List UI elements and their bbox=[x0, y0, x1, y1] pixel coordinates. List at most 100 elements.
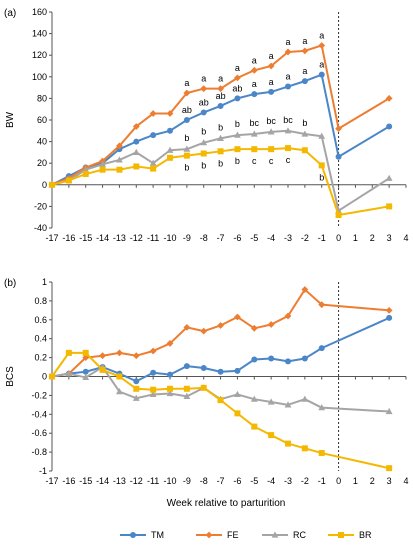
annotation-letter: a bbox=[319, 60, 324, 70]
data-point-fe-b bbox=[200, 327, 208, 335]
data-point-rc-b bbox=[267, 398, 275, 405]
y-tick-label-b: 1 bbox=[42, 277, 47, 287]
data-point-rc-a bbox=[318, 132, 326, 139]
data-point-br-a bbox=[133, 163, 140, 170]
annotation-letter: ab bbox=[216, 91, 226, 101]
y-tick-label-b: 0.4 bbox=[34, 334, 47, 344]
y-tick-label-b: -1 bbox=[39, 466, 47, 476]
data-point-br-b bbox=[82, 349, 89, 356]
annotation-letter: a bbox=[235, 63, 240, 73]
data-point-tm-b bbox=[167, 371, 173, 378]
data-point-rc-a bbox=[166, 146, 174, 153]
x-tick-label-b: -10 bbox=[163, 476, 176, 486]
annotation-letter: b bbox=[235, 156, 240, 166]
data-point-br-a bbox=[167, 154, 173, 161]
data-point-rc-a bbox=[132, 148, 140, 155]
data-point-fe-a bbox=[200, 85, 208, 93]
data-point-rc-b bbox=[301, 395, 309, 402]
data-point-br-a bbox=[318, 162, 325, 169]
data-point-fe-b bbox=[234, 313, 241, 321]
x-tick-label-b: -14 bbox=[96, 476, 109, 486]
x-tick-label-b: 3 bbox=[387, 476, 392, 486]
data-point-fe-b bbox=[99, 352, 106, 360]
data-point-fe-a bbox=[149, 110, 157, 117]
data-point-br-a bbox=[65, 177, 72, 184]
x-tick-label-b: -3 bbox=[284, 476, 292, 486]
data-point-fe-b bbox=[149, 347, 157, 355]
data-point-tm-a bbox=[234, 95, 241, 102]
data-point-br-b bbox=[285, 440, 291, 447]
y-tick-label-b: -0.2 bbox=[31, 390, 47, 400]
x-tick-label-b: -5 bbox=[250, 476, 258, 486]
legend-label-fe: FE bbox=[227, 530, 239, 540]
data-point-rc-b bbox=[82, 373, 90, 381]
data-point-tm-a bbox=[167, 127, 173, 134]
y-tick-label-a: 80 bbox=[37, 93, 47, 103]
y-tick-label-b: -0.6 bbox=[31, 428, 47, 438]
x-tick-label-a: -7 bbox=[217, 233, 225, 243]
data-point-fe-a bbox=[267, 62, 275, 70]
data-point-fe-a bbox=[132, 123, 140, 130]
data-point-tm-b bbox=[133, 378, 140, 385]
data-point-fe-a bbox=[301, 47, 309, 55]
annotation-letter: b bbox=[201, 160, 206, 170]
data-point-tm-b bbox=[301, 355, 308, 362]
data-point-br-a bbox=[285, 145, 291, 152]
data-point-tm-b bbox=[285, 358, 291, 365]
annotation-letter: b bbox=[302, 118, 307, 128]
data-point-br-a bbox=[49, 181, 55, 188]
data-point-fe-b bbox=[166, 340, 174, 347]
chart-panel-b: (b) BCS -1 -0.8 -0.6 -0.4 -0.2 0 0.2 0.4 0.6 0.8 1 -1… bbox=[4, 277, 409, 486]
data-point-rc-a bbox=[149, 159, 157, 166]
data-point-tm-a bbox=[301, 78, 308, 85]
y-tick-label-b: -0.8 bbox=[31, 447, 47, 457]
x-tick-label-a: 0 bbox=[336, 233, 341, 243]
data-point-rc-b bbox=[166, 389, 174, 397]
data-point-tm-a bbox=[150, 132, 157, 139]
data-point-fe-a bbox=[234, 74, 241, 82]
data-point-br-b bbox=[217, 397, 224, 404]
data-point-rc-a bbox=[217, 134, 224, 141]
legend-label-rc: RC bbox=[293, 530, 306, 540]
annotation-letter: a bbox=[285, 72, 290, 82]
data-point-tm-a bbox=[386, 123, 393, 130]
y-tick-label-b: -0.4 bbox=[31, 409, 47, 419]
data-point-br-a bbox=[268, 146, 275, 153]
x-tick-label-a: -6 bbox=[233, 233, 241, 243]
legend-marker-fe bbox=[205, 531, 213, 539]
data-point-br-a bbox=[251, 146, 258, 153]
data-point-fe-a bbox=[217, 85, 224, 93]
x-tick-label-b: -15 bbox=[79, 476, 92, 486]
data-point-br-b bbox=[318, 450, 325, 457]
legend-label-br: BR bbox=[359, 530, 372, 540]
data-point-rc-a bbox=[234, 131, 241, 138]
data-point-rc-b bbox=[385, 407, 393, 415]
y-tick-label-a: 140 bbox=[32, 29, 47, 39]
data-point-rc-a bbox=[267, 128, 275, 135]
annotation-letter: ab bbox=[182, 105, 192, 115]
data-point-rc-b bbox=[284, 401, 292, 408]
x-tick-label-b: -7 bbox=[217, 476, 225, 486]
data-point-rc-a bbox=[301, 130, 309, 137]
x-axis-title: Week relative to parturition bbox=[167, 498, 286, 509]
legend-label-tm: TM bbox=[151, 530, 164, 540]
x-tick-label-b: -8 bbox=[200, 476, 208, 486]
data-point-tm-a bbox=[335, 153, 342, 160]
data-point-rc-b bbox=[318, 404, 326, 411]
annotation-letter: b bbox=[184, 133, 189, 143]
x-tick-label-a: -8 bbox=[200, 233, 208, 243]
x-tick-label-b: 0 bbox=[336, 476, 341, 486]
legend-marker-br bbox=[338, 532, 344, 538]
x-tick-label-a: -1 bbox=[318, 233, 326, 243]
x-tick-label-b: -12 bbox=[130, 476, 143, 486]
data-point-rc-a bbox=[284, 127, 292, 134]
x-tick-label-a: -10 bbox=[163, 233, 176, 243]
x-tick-label-a: -15 bbox=[79, 233, 92, 243]
y-axis-title-a: BW bbox=[5, 111, 16, 128]
y-tick-label-a: 100 bbox=[32, 72, 47, 82]
data-point-fe-b bbox=[217, 322, 224, 329]
annotation-letter: a bbox=[285, 37, 290, 47]
y-tick-label-a: 120 bbox=[32, 50, 47, 60]
x-tick-label-a: 3 bbox=[387, 233, 392, 243]
